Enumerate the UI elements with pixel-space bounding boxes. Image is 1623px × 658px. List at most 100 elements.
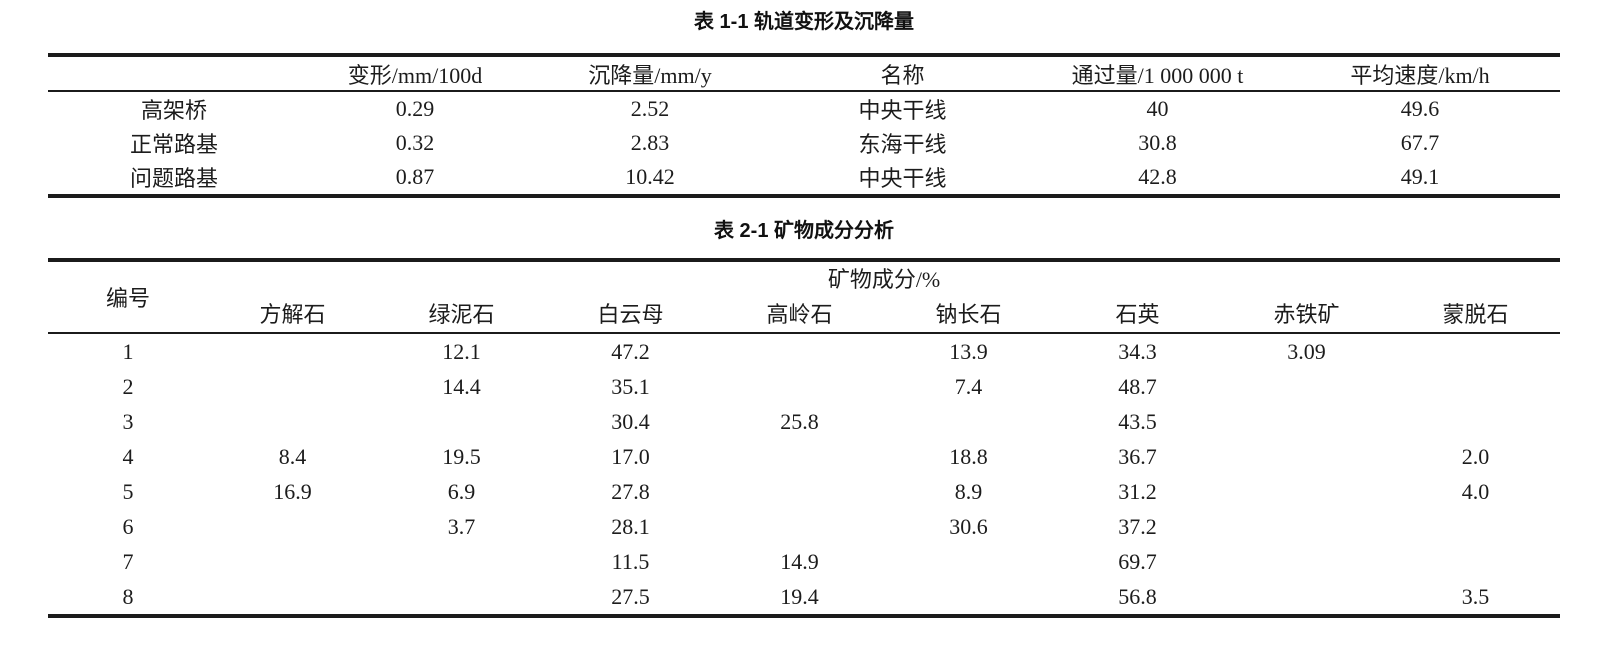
table-cell: 11.5 (611, 548, 650, 574)
table-cell (377, 579, 546, 616)
table-cell (715, 474, 884, 509)
table-cell (884, 544, 1053, 579)
table-cell (1391, 509, 1560, 544)
table-cell (1222, 544, 1391, 579)
table-cell (715, 369, 884, 404)
column-header-hematite: 赤铁矿 (1273, 302, 1340, 327)
table-cell: 14.9 (780, 548, 819, 574)
table-cell: 3.09 (1287, 338, 1326, 364)
table-cell (208, 404, 377, 439)
table-row: 7 11.5 14.9 69.7 (48, 544, 1560, 579)
table-cell: 25.8 (780, 408, 819, 434)
column-header-name: 名称 (880, 62, 925, 88)
table-cell: 7 (122, 548, 134, 574)
table-cell: 8 (122, 583, 134, 609)
column-header-calcite: 方解石 (259, 302, 326, 327)
table-cell: 36.7 (1118, 443, 1157, 469)
table-row: 高架桥 0.29 2.52 中央干线 40 49.6 (48, 91, 1560, 126)
table-cell (1222, 369, 1391, 404)
mineral-group-header: 矿物成分/% (827, 267, 941, 292)
table-cell: 0.29 (395, 96, 435, 121)
table-cell (1391, 369, 1560, 404)
table1-header-row: 变形/mm/100d 沉降量/mm/y 名称 通过量/1 000 000 t 平… (48, 55, 1560, 91)
table-cell: 67.7 (1400, 130, 1440, 155)
table-cell: 69.7 (1118, 548, 1157, 574)
table-cell (1391, 404, 1560, 439)
table-cell: 42.8 (1138, 164, 1177, 189)
column-header-deformation: 变形/mm/100d (347, 62, 483, 88)
table2-header-row-group: 编号 矿物成分/% (48, 260, 1560, 311)
table-cell (715, 439, 884, 474)
table1-title: 表 1-1 轨道变形及沉降量 (693, 11, 915, 33)
table-cell: 48.7 (1118, 373, 1157, 399)
table2-body: 1 12.1 47.2 13.9 34.3 3.09 2 14.4 35.1 7.4 48.7 3 30… (48, 333, 1560, 616)
table-row: 8 27.5 19.4 56.8 3.5 (48, 579, 1560, 616)
table-cell: 8.4 (278, 443, 307, 469)
table-row: 3 30.4 25.8 43.5 (48, 404, 1560, 439)
table-cell: 30.6 (949, 513, 988, 539)
table-cell (1222, 474, 1391, 509)
column-header-throughput: 通过量/1 000 000 t (1071, 62, 1244, 88)
table-cell (208, 579, 377, 616)
table-cell (1222, 579, 1391, 616)
column-header-settlement: 沉降量/mm/y (588, 62, 712, 88)
table-cell: 12.1 (442, 338, 481, 364)
table-cell (1222, 509, 1391, 544)
table-cell: 28.1 (611, 513, 650, 539)
table-cell: 高架桥 (140, 98, 207, 123)
table-row: 问题路基 0.87 10.42 中央干线 42.8 49.1 (48, 160, 1560, 196)
table-cell: 0.87 (395, 164, 435, 189)
table-cell: 30.4 (611, 408, 650, 434)
table-row: 6 3.7 28.1 30.6 37.2 (48, 509, 1560, 544)
table-cell: 中央干线 (858, 98, 947, 123)
table1-track-deformation: 变形/mm/100d 沉降量/mm/y 名称 通过量/1 000 000 t 平… (48, 53, 1560, 198)
table-cell: 4.0 (1461, 478, 1490, 504)
column-header-avg-speed: 平均速度/km/h (1350, 62, 1490, 88)
table-cell: 4 (122, 443, 134, 469)
table-cell (1222, 439, 1391, 474)
table-cell: 8.9 (954, 478, 983, 504)
table-cell: 10.42 (625, 164, 675, 189)
table-cell: 1 (122, 338, 134, 364)
table-cell: 问题路基 (129, 166, 218, 191)
table-cell: 47.2 (611, 338, 650, 364)
column-header-kaolinite: 高岭石 (766, 302, 833, 327)
column-header-id: 编号 (105, 286, 150, 311)
table-cell: 49.1 (1400, 164, 1440, 189)
table-cell: 16.9 (273, 478, 312, 504)
table-cell (1391, 544, 1560, 579)
table-cell: 3 (122, 408, 134, 434)
table1-header: 变形/mm/100d 沉降量/mm/y 名称 通过量/1 000 000 t 平… (48, 55, 1560, 91)
table-cell: 27.8 (611, 478, 650, 504)
table-cell: 0.32 (395, 130, 435, 155)
table-cell (208, 333, 377, 369)
table-cell: 17.0 (611, 443, 650, 469)
table-cell: 19.4 (780, 583, 819, 609)
table-cell: 6 (122, 513, 134, 539)
table-cell: 5 (122, 478, 134, 504)
table-cell: 7.4 (954, 373, 983, 399)
table-cell: 中央干线 (858, 166, 947, 191)
table-cell: 19.5 (442, 443, 481, 469)
table-cell: 14.4 (442, 373, 481, 399)
table2-header-row-minerals: 方解石 绿泥石 白云母 高岭石 钠长石 石英 赤铁矿 蒙脱石 (48, 294, 1560, 333)
table-cell: 30.8 (1138, 130, 1177, 155)
table-cell (208, 369, 377, 404)
table-cell: 3.7 (447, 513, 476, 539)
table-cell: 6.9 (447, 478, 476, 504)
table-cell (1391, 333, 1560, 369)
table-cell: 37.2 (1118, 513, 1157, 539)
table-cell: 2.0 (1461, 443, 1490, 469)
table-row: 4 8.4 19.5 17.0 18.8 36.7 2.0 (48, 439, 1560, 474)
table-cell (208, 544, 377, 579)
column-header-chlorite: 绿泥石 (428, 302, 495, 327)
column-header-quartz: 石英 (1115, 302, 1160, 327)
table-cell: 35.1 (611, 373, 650, 399)
table-cell (377, 404, 546, 439)
table2-mineral-composition: 编号 矿物成分/% 方解石 绿泥石 白云母 高岭石 钠长石 石英 赤铁矿 蒙脱石… (48, 258, 1561, 618)
document-page: 表 1-1 轨道变形及沉降量 变形/mm/100d 沉降量/mm/y 名称 通过… (48, 0, 1561, 618)
column-header-albite: 钠长石 (935, 302, 1002, 327)
table-row: 正常路基 0.32 2.83 东海干线 30.8 67.7 (48, 126, 1560, 160)
table-cell: 正常路基 (129, 132, 218, 157)
table2-header: 编号 矿物成分/% 方解石 绿泥石 白云母 高岭石 钠长石 石英 赤铁矿 蒙脱石 (48, 260, 1561, 333)
